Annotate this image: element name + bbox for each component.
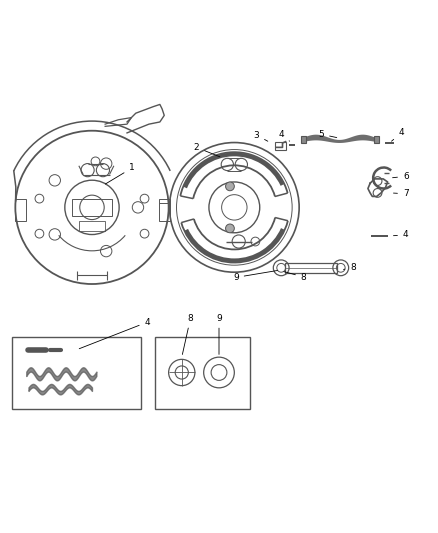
Text: 3: 3 <box>254 131 268 141</box>
Bar <box>79 221 105 231</box>
Text: 8: 8 <box>182 313 194 354</box>
Text: 6: 6 <box>392 172 409 181</box>
Text: 4: 4 <box>392 128 404 141</box>
Text: 1: 1 <box>105 164 135 184</box>
Bar <box>15 199 26 221</box>
Text: 2: 2 <box>194 143 220 157</box>
Bar <box>301 136 306 143</box>
Circle shape <box>226 182 234 191</box>
Circle shape <box>226 224 234 233</box>
Text: 9: 9 <box>233 270 278 282</box>
Polygon shape <box>385 142 394 144</box>
Text: 9: 9 <box>216 313 222 354</box>
Text: 8: 8 <box>284 272 307 281</box>
Text: 8: 8 <box>343 263 356 272</box>
Bar <box>285 263 337 273</box>
Bar <box>159 199 170 221</box>
Text: 7: 7 <box>393 189 409 198</box>
Text: 4: 4 <box>393 230 409 239</box>
Bar <box>155 336 250 409</box>
Polygon shape <box>289 144 295 146</box>
Text: 4: 4 <box>79 318 150 349</box>
Bar <box>72 199 112 216</box>
Bar <box>12 336 141 409</box>
Polygon shape <box>371 235 388 237</box>
Text: 4: 4 <box>279 130 290 141</box>
Text: 5: 5 <box>318 130 337 139</box>
Bar <box>374 136 379 143</box>
Bar <box>275 142 286 150</box>
Polygon shape <box>304 135 374 143</box>
